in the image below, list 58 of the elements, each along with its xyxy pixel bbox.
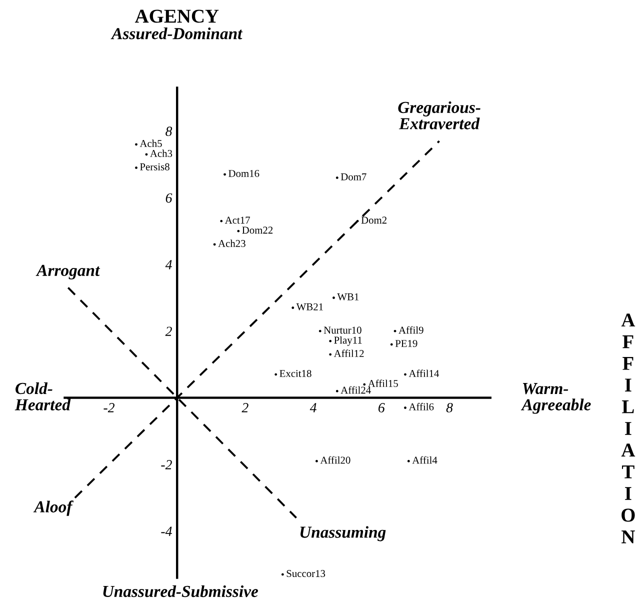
y-tick-label: 2 xyxy=(165,326,172,336)
y-tick-label: 6 xyxy=(166,193,172,203)
series-label: Dom2 xyxy=(361,216,387,224)
y-axis-title: AGENCY xyxy=(134,10,219,23)
point xyxy=(336,390,338,392)
y-tick-label: -4 xyxy=(161,526,172,536)
point xyxy=(329,340,332,342)
series-label: Affil12 xyxy=(334,350,364,357)
series-label: Ach23 xyxy=(218,240,246,248)
text: Warm- Agreeable xyxy=(520,383,591,414)
series-label: Act17 xyxy=(224,216,250,224)
annotation: Arrogant xyxy=(36,264,100,280)
series-label: Persis8 xyxy=(140,163,170,170)
series-label: WB1 xyxy=(337,293,359,300)
point xyxy=(281,573,284,576)
annotation: Unassuming xyxy=(300,526,386,542)
x-tick-label: 8 xyxy=(446,403,453,412)
x-tick-label: 6 xyxy=(378,403,385,412)
annotation: Cold- Hearted xyxy=(14,382,71,410)
series-label: Ach5 xyxy=(140,140,162,148)
text: AFFILIATION xyxy=(621,314,636,544)
series-label: Affil9 xyxy=(398,326,424,334)
series-label: Affil4 xyxy=(412,456,438,464)
point xyxy=(220,220,223,222)
point xyxy=(145,153,148,156)
y-tick-label: -2 xyxy=(161,460,172,470)
point xyxy=(237,230,240,232)
series-label: Excit18 xyxy=(280,370,312,378)
series-label: Play11 xyxy=(334,336,362,346)
point xyxy=(407,460,410,462)
series-label: Affil24 xyxy=(340,386,371,394)
point xyxy=(318,330,322,332)
series-label: Dom16 xyxy=(228,170,260,178)
series-label: Dom7 xyxy=(340,173,366,180)
annotation: Aloof xyxy=(33,500,74,516)
series-label: Affil6 xyxy=(408,402,434,410)
y-tick-label: 4 xyxy=(165,260,172,270)
series-label: PE19 xyxy=(395,340,418,348)
point xyxy=(363,383,366,386)
point xyxy=(390,343,393,346)
x-tick-label: 2 xyxy=(242,403,248,412)
series-label: Succor13 xyxy=(286,570,326,578)
x-tick-label: 4 xyxy=(310,403,316,412)
text: Unassured-Submissive xyxy=(103,585,258,598)
x-tick-label: -2 xyxy=(104,403,114,412)
series-label: Affil15 xyxy=(368,380,398,388)
series-label: Affil14 xyxy=(408,370,440,377)
point xyxy=(213,243,216,246)
annotation: Gregarious- Extraverted xyxy=(398,101,480,130)
series-label: Dom22 xyxy=(242,226,273,234)
point xyxy=(274,373,278,376)
series-label: Affil20 xyxy=(320,456,350,464)
series-label: Ach3 xyxy=(150,150,172,158)
series-label: Nurtur10 xyxy=(324,326,362,334)
point xyxy=(329,353,332,356)
series-label: WB21 xyxy=(296,303,323,310)
text: Assured-Dominant xyxy=(110,28,243,40)
y-tick-label: 8 xyxy=(166,126,172,136)
